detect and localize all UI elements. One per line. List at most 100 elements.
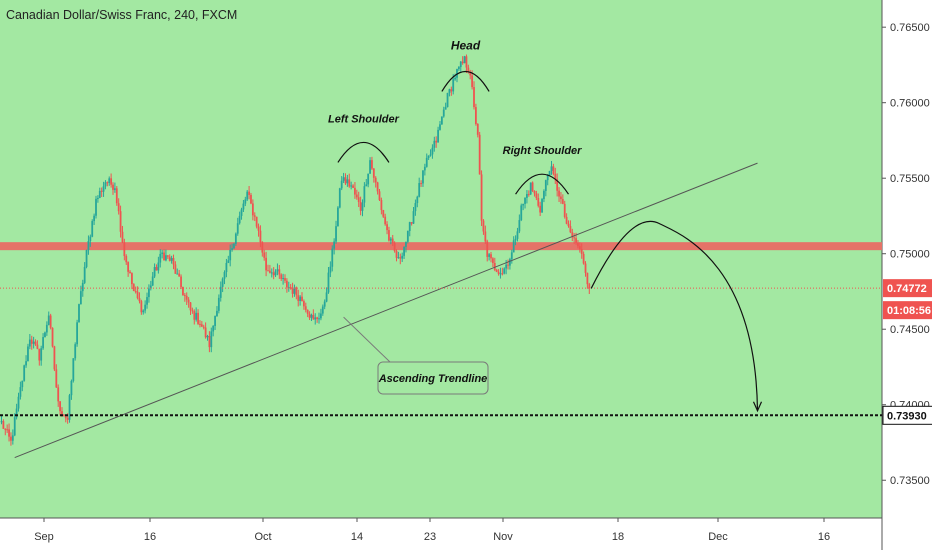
candle-body bbox=[546, 175, 549, 181]
candle-body bbox=[30, 339, 33, 344]
candle-body bbox=[573, 237, 576, 239]
time-axis[interactable]: Sep 16 Oct 14 23 Nov 18 Dec 16 bbox=[34, 518, 830, 543]
candle-body bbox=[509, 259, 511, 266]
candle-body bbox=[219, 286, 222, 298]
candle-body bbox=[15, 408, 18, 418]
candle-body bbox=[8, 429, 10, 437]
candle-body bbox=[127, 262, 130, 272]
candle-body bbox=[467, 67, 470, 73]
candle-body bbox=[238, 215, 241, 224]
candle-body bbox=[422, 170, 424, 184]
candle-body bbox=[320, 313, 322, 319]
candle-body bbox=[405, 241, 407, 247]
candle-body bbox=[316, 317, 319, 319]
candle-body bbox=[329, 266, 332, 273]
candle-body bbox=[478, 134, 481, 175]
candle-body bbox=[299, 296, 302, 301]
candle-body bbox=[586, 272, 589, 285]
candle-body bbox=[469, 72, 472, 76]
candle-body bbox=[505, 264, 508, 269]
candle-body bbox=[346, 179, 349, 184]
candle-body bbox=[354, 187, 356, 195]
candle-body bbox=[285, 280, 288, 288]
current-price-value: 0.74772 bbox=[887, 283, 927, 295]
candle-body bbox=[142, 310, 145, 313]
candle-body bbox=[214, 316, 216, 326]
candle-body bbox=[561, 199, 564, 204]
candle-body bbox=[199, 323, 201, 325]
candle-body bbox=[524, 197, 526, 204]
candle-body bbox=[134, 291, 137, 293]
candle-body bbox=[180, 276, 182, 288]
candle-body bbox=[584, 263, 587, 273]
time-tick-label: 16 bbox=[818, 531, 830, 543]
candle-body bbox=[234, 233, 237, 244]
candle-body bbox=[486, 241, 489, 257]
candle-body bbox=[425, 157, 428, 167]
candle-body bbox=[197, 312, 199, 324]
candle-body bbox=[115, 188, 118, 204]
candle-body bbox=[408, 222, 411, 231]
candle-body bbox=[136, 291, 139, 299]
candle-body bbox=[488, 254, 491, 257]
candle-body bbox=[482, 220, 485, 232]
target-price-value: 0.73930 bbox=[887, 410, 927, 422]
candle-body bbox=[93, 215, 96, 222]
candle-body bbox=[348, 179, 351, 187]
candle-body bbox=[393, 243, 396, 251]
candle-body bbox=[359, 201, 362, 211]
candle-body bbox=[448, 89, 451, 93]
candle-body bbox=[454, 77, 456, 80]
candle-body bbox=[337, 207, 339, 227]
candle-body bbox=[427, 155, 430, 158]
candle-body bbox=[185, 295, 188, 300]
candle-body bbox=[244, 199, 247, 204]
candle-body bbox=[501, 273, 504, 275]
annotation-labels: Head Left Shoulder Right Shoulder Ascend… bbox=[328, 38, 582, 395]
time-tick-label: 16 bbox=[144, 531, 156, 543]
candle-body bbox=[267, 270, 269, 272]
candle-body bbox=[246, 191, 249, 200]
candle-body bbox=[323, 301, 326, 307]
candle-body bbox=[578, 246, 581, 250]
candle-body bbox=[510, 252, 513, 260]
candle-body bbox=[278, 269, 281, 275]
candle-body bbox=[588, 284, 591, 289]
candle-body bbox=[138, 298, 141, 302]
candle-body bbox=[189, 302, 192, 311]
candle-body bbox=[225, 262, 228, 273]
candle-body bbox=[439, 124, 441, 130]
candle-body bbox=[259, 230, 262, 243]
candle-body bbox=[522, 203, 525, 206]
candle-body bbox=[36, 344, 39, 349]
candle-body bbox=[183, 295, 186, 297]
candle-body bbox=[166, 255, 169, 257]
candle-body bbox=[242, 203, 245, 210]
candle-body bbox=[378, 191, 381, 201]
candle-body bbox=[274, 271, 277, 276]
candle-body bbox=[527, 194, 530, 196]
candle-body bbox=[518, 220, 521, 232]
candle-body bbox=[399, 257, 402, 259]
candle-body bbox=[161, 252, 164, 254]
candle-countdown-tag bbox=[883, 301, 932, 320]
target-price-tag bbox=[882, 405, 932, 425]
candle-body bbox=[195, 312, 198, 320]
candle-body bbox=[446, 92, 449, 108]
candle-body bbox=[0, 421, 3, 423]
candle-body bbox=[268, 270, 271, 273]
chart-title: Canadian Dollar/Swiss Franc, 240, FXCM bbox=[6, 8, 238, 22]
candle-body bbox=[25, 361, 27, 366]
candle-body bbox=[216, 310, 218, 317]
candle-body bbox=[223, 272, 226, 279]
candle-body bbox=[27, 346, 29, 362]
candle-body bbox=[352, 185, 354, 188]
candle-body bbox=[376, 182, 379, 192]
candle-body bbox=[119, 211, 122, 232]
candle-body bbox=[403, 246, 405, 256]
candle-body bbox=[280, 274, 283, 279]
candle-body bbox=[270, 272, 273, 274]
candle-body bbox=[495, 269, 498, 272]
candle-body bbox=[57, 387, 60, 402]
